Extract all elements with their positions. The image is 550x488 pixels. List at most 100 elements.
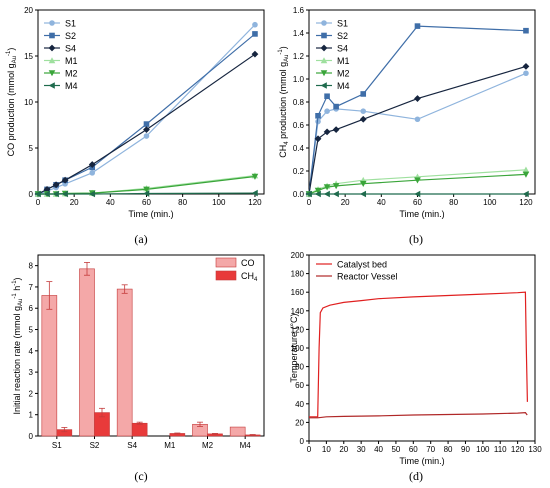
y-tick-label: 0.0 (293, 190, 305, 199)
data-point (360, 91, 367, 97)
legend-marker (320, 82, 327, 89)
y-axis-label: CO production (mmol gAu-1) (6, 48, 18, 157)
bar-co (229, 426, 246, 437)
y-tick-label: 0.8 (293, 98, 305, 107)
x-tick-label: S4 (127, 441, 137, 450)
data-point (252, 31, 258, 37)
data-point (89, 170, 96, 176)
y-tick-label: 1 (29, 411, 34, 420)
y-tick-label: 100 (291, 344, 305, 353)
y-tick-label: 1.4 (293, 29, 305, 38)
legend-marker (320, 70, 328, 77)
data-point (523, 27, 529, 34)
y-tick-label: 1.2 (293, 52, 305, 61)
x-tick-label: 120 (248, 198, 262, 207)
data-point (88, 190, 96, 198)
legend-item: Reactor Vessel (316, 272, 398, 282)
legend-marker (321, 32, 327, 39)
legend-label: M1 (65, 56, 78, 66)
legend-label: M2 (337, 69, 350, 79)
x-tick-label: S1 (52, 441, 62, 450)
y-tick-label: 120 (291, 325, 305, 334)
x-tick-label: 60 (142, 198, 151, 207)
legend-label: S4 (337, 44, 348, 54)
caption-d: (d) (409, 469, 423, 483)
data-point (251, 173, 259, 180)
legend-marker (321, 20, 327, 26)
x-tick-label: 100 (476, 445, 490, 454)
legend-marker (320, 57, 328, 64)
bar-co (79, 268, 95, 437)
legend-item: M4 (44, 81, 78, 91)
data-point (143, 133, 150, 139)
legend: CO CH4 (215, 257, 258, 283)
panel-c: 0 1 2 3 4 5 6 7 8 S1 S2 S4 M1 M2 M4 CO CH4 Initial reacti… (12, 254, 265, 450)
legend-label: M4 (337, 81, 350, 91)
legend-label: S2 (65, 31, 76, 41)
legend-item: S4 (316, 44, 348, 54)
legend-marker (320, 44, 328, 52)
data-point (314, 190, 321, 198)
y-tick-label: 2 (29, 389, 34, 398)
series-line (309, 291, 528, 418)
legend-item: S1 (316, 19, 348, 29)
legend-marker (49, 32, 55, 39)
legend-label: S1 (65, 19, 76, 29)
x-tick-label: 50 (391, 445, 400, 454)
y-tick-label: 4 (29, 347, 34, 356)
data-point (359, 180, 367, 187)
legend-label: Reactor Vessel (337, 272, 398, 282)
legend-marker (48, 70, 56, 77)
panel-d: 0 10 20 30 40 50 60 70 80 90 100 110 120 130020406080… (289, 251, 542, 466)
x-tick-label: 40 (374, 445, 383, 454)
data-point (143, 126, 150, 133)
legend-label: S2 (337, 31, 348, 41)
y-tick-label: 15 (24, 52, 33, 61)
y-tick-label: 6 (29, 304, 34, 313)
caption-c: (c) (134, 469, 147, 483)
x-tick-label: 100 (483, 198, 497, 207)
y-tick-label: 7 (29, 283, 34, 292)
x-tick-label: 0 (307, 445, 312, 454)
data-point (305, 190, 312, 198)
plot-frame (37, 254, 265, 437)
x-tick-label: M2 (202, 441, 214, 450)
y-tick-label: 0.2 (293, 167, 305, 176)
series-m2 (305, 171, 530, 198)
data-point (523, 70, 529, 77)
legend-label: M4 (65, 81, 78, 91)
data-point (314, 187, 322, 194)
legend: Catalyst bed Reactor Vessel (316, 260, 398, 282)
panel-b: 0 20 40 60 80 100 120 0.0 0.2 0.4 0.6 0.8 1.0 1.2 1.4 1… (278, 6, 536, 219)
data-point (522, 62, 530, 70)
y-tick-label: 180 (291, 270, 305, 279)
legend-item: M1 (316, 56, 350, 66)
legend-item: M2 (44, 69, 78, 79)
x-tick-label: 0 (36, 198, 41, 207)
y-tick-label: 1.6 (293, 6, 305, 15)
legend-marker (48, 44, 56, 52)
series-catalyst-bed (309, 291, 528, 418)
data-point (324, 108, 330, 114)
data-point (314, 135, 322, 143)
data-point (522, 171, 530, 178)
y-axis-label: CH4 production (mmol gAu-1) (278, 46, 290, 158)
y-tick-label: 200 (291, 251, 305, 260)
data-point (522, 190, 529, 198)
y-tick-label: 20 (295, 418, 304, 427)
x-tick-label: 70 (426, 445, 435, 454)
data-point (52, 190, 59, 198)
x-tick-label: 120 (511, 445, 525, 454)
legend-label: Catalyst bed (337, 260, 387, 270)
x-tick-label: 40 (106, 198, 115, 207)
x-tick-label: 100 (212, 198, 226, 207)
data-point (52, 181, 60, 189)
x-tick-label: 60 (413, 198, 422, 207)
data-point (522, 166, 530, 173)
data-point (143, 121, 150, 127)
x-tick-label: 80 (444, 445, 453, 454)
bar-ch4 (131, 422, 148, 437)
x-tick-label: 20 (339, 445, 348, 454)
x-axis-label: Time (min.) (399, 209, 444, 219)
